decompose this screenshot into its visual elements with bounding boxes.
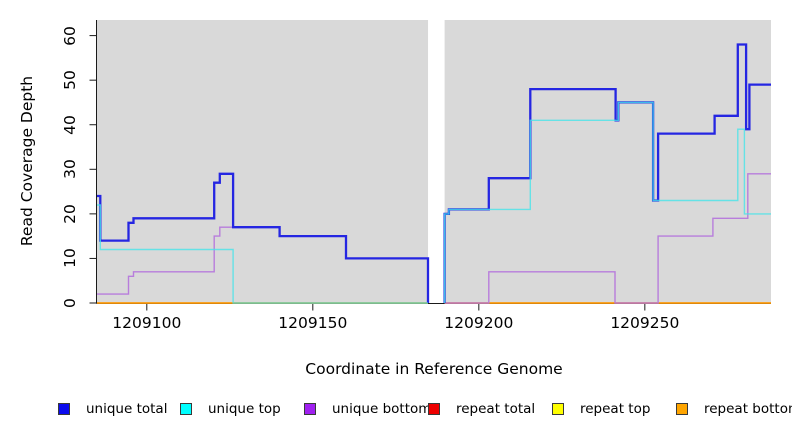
legend-label: unique total (86, 401, 168, 417)
legend-item-repeat-bottom: repeat bottom (676, 399, 792, 419)
series-line-unique-top (443, 101, 771, 303)
x-tick-label: 1209250 (610, 314, 680, 332)
y-tick-label: 50 (61, 70, 79, 91)
legend-swatch-icon (304, 403, 316, 415)
legend-label: repeat bottom (704, 401, 792, 417)
x-axis-title: Coordinate in Reference Genome (305, 360, 563, 378)
legend-label: unique top (208, 401, 281, 417)
legend-item-repeat-total: repeat total (428, 399, 535, 419)
coverage-gap-band (428, 20, 445, 303)
series-line-unique-top (97, 204, 428, 304)
legend-swatch-icon (552, 403, 564, 415)
legend-label: repeat total (456, 401, 536, 417)
series-line-unique-total (97, 172, 430, 303)
legend-swatch-icon (428, 403, 440, 415)
legend-swatch-icon (180, 403, 192, 415)
legend-swatch-icon (58, 403, 70, 415)
y-axis-title: Read Coverage Depth (18, 75, 36, 247)
y-tick-label: 10 (61, 248, 79, 269)
legend-item-unique-bottom: unique bottom (304, 399, 431, 419)
y-tick-label: 60 (61, 25, 79, 46)
legend-item-repeat-top: repeat top (552, 399, 650, 419)
x-tick-label: 1209150 (278, 314, 348, 332)
x-tick-label: 1209200 (444, 314, 514, 332)
legend-label: unique bottom (332, 401, 432, 417)
legend-item-unique-total: unique total (58, 399, 167, 419)
y-tick-label: 40 (61, 114, 79, 135)
x-tick-label: 1209100 (112, 314, 182, 332)
legend-item-unique-top: unique top (180, 399, 281, 419)
series-line-unique-bottom (444, 173, 771, 304)
y-tick-label: 20 (61, 203, 79, 224)
legend-swatch-icon (676, 403, 688, 415)
legend-label: repeat top (580, 401, 651, 417)
legend: unique total unique top unique bottom repea… (0, 399, 792, 423)
y-tick-label: 0 (61, 298, 79, 308)
y-tick-label: 30 (61, 159, 79, 180)
